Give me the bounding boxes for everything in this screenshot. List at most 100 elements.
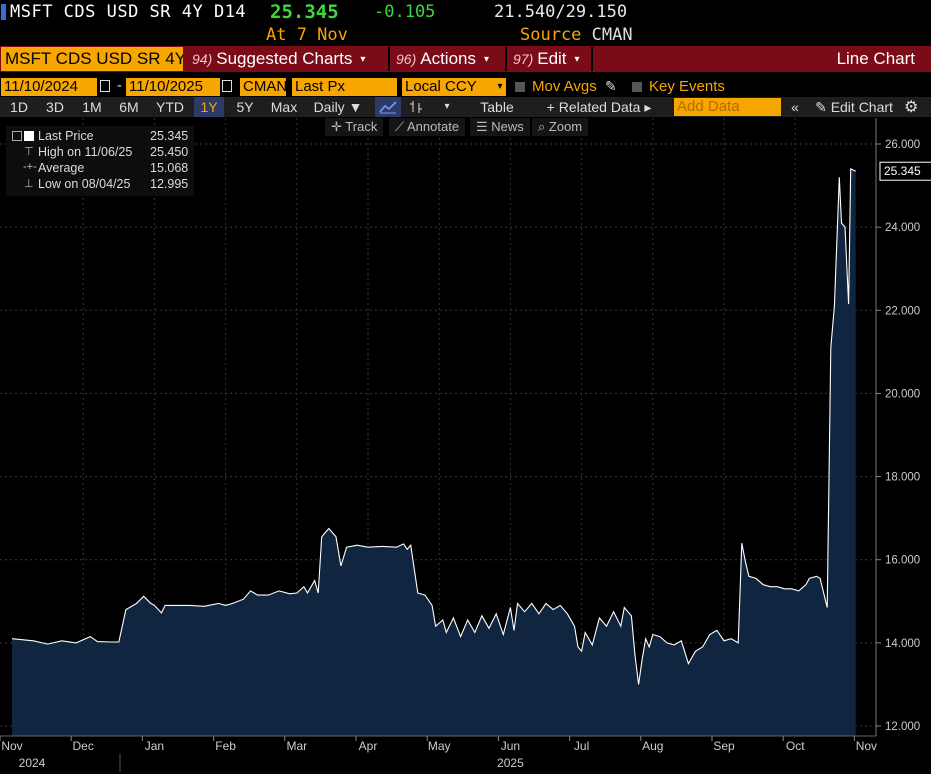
period-1d[interactable]: 1D xyxy=(10,99,28,115)
caret-down-icon: ▾ xyxy=(483,53,490,65)
source-value: CMAN xyxy=(591,25,633,45)
period-ytd[interactable]: YTD xyxy=(156,99,184,115)
annotate-label: Annotate xyxy=(407,119,460,134)
as-of-date: At 7 Nov xyxy=(266,25,348,45)
x-month-label: Jul xyxy=(574,739,589,753)
last-price-swatch[interactable] xyxy=(24,131,34,141)
calendar-icon[interactable] xyxy=(100,80,110,92)
source-field[interactable]: CMAN xyxy=(240,78,286,96)
period-max[interactable]: Max xyxy=(270,99,298,115)
gear-icon[interactable]: ⚙ xyxy=(904,99,919,116)
line-chart-icon[interactable] xyxy=(375,97,401,117)
legend-high-label: High on 11/06/25 xyxy=(38,145,133,159)
period-3d[interactable]: 3D xyxy=(46,99,64,115)
chart-type-title: Line Chart xyxy=(836,49,915,68)
period-1m[interactable]: 1M xyxy=(82,99,102,115)
actions-number: 96) xyxy=(396,51,417,67)
ohlc-bars-icon[interactable] xyxy=(405,97,427,117)
x-year-label: 2025 xyxy=(497,756,524,770)
table-button[interactable]: Table xyxy=(480,99,514,115)
calendar-icon[interactable] xyxy=(222,80,232,92)
period-6m[interactable]: 6M xyxy=(119,99,139,115)
x-month-label: Aug xyxy=(642,739,663,753)
currency-selector[interactable]: Local CCY xyxy=(402,78,494,96)
x-month-label: Oct xyxy=(786,739,805,753)
x-month-label: Jan xyxy=(145,739,164,753)
legend-high-value: 25.450 xyxy=(150,145,189,159)
x-month-label: Jun xyxy=(501,739,520,753)
key-events-checkbox[interactable] xyxy=(632,82,642,92)
mov-avgs-label: Mov Avgs xyxy=(532,78,597,95)
low-marker-icon: ⊥ xyxy=(24,178,34,190)
x-month-label: Nov xyxy=(1,739,22,753)
period-5y[interactable]: 5Y xyxy=(236,99,254,115)
zoom-label: Zoom xyxy=(548,119,583,134)
price-field-selector[interactable]: Last Px xyxy=(292,78,397,96)
high-marker-icon: ⊤ xyxy=(24,146,34,158)
zoom-icon: ⌕ xyxy=(538,119,546,134)
suggested-charts-label: Suggested Charts xyxy=(216,49,353,68)
x-month-label: Apr xyxy=(359,739,378,753)
edit-chart-label: Edit Chart xyxy=(830,99,893,115)
legend-low-label: Low on 08/04/25 xyxy=(38,177,131,191)
news-icon: ☰ xyxy=(476,119,488,134)
zoom-tool[interactable]: ⌕ Zoom xyxy=(532,118,589,136)
annotate-tool[interactable]: ⟋ Annotate xyxy=(389,118,466,136)
x-month-label: May xyxy=(428,739,451,753)
news-tool[interactable]: ☰ News xyxy=(470,118,530,136)
caret-down-icon: ▾ xyxy=(574,53,580,65)
ticker-title: MSFT CDS USD SR 4Y D14 xyxy=(10,2,247,22)
chart-style-dropdown-icon[interactable]: ▾ xyxy=(444,101,450,112)
caret-down-icon: ▾ xyxy=(360,53,366,65)
news-label: News xyxy=(491,119,524,134)
last-price: 25.345 xyxy=(270,1,339,23)
pencil-icon[interactable]: ✎ xyxy=(605,78,617,94)
frequency-dropdown[interactable]: Daily ▼ xyxy=(313,99,363,115)
average-marker-icon: -+- xyxy=(23,161,37,173)
collapse-icon[interactable]: « xyxy=(791,99,799,115)
edit-chart-pencil-icon: ✎ xyxy=(815,99,827,115)
y-tick-label: 20.000 xyxy=(885,388,920,400)
last-value-label: 25.345 xyxy=(884,164,921,178)
legend-last-price-label: Last Price xyxy=(38,129,94,143)
start-date-field[interactable]: 11/10/2024 xyxy=(1,78,97,96)
y-tick-label: 26.000 xyxy=(885,139,920,151)
add-data-input[interactable]: Add Data xyxy=(674,98,781,116)
chart-legend xyxy=(6,126,194,196)
annotate-icon: ⟋ xyxy=(395,119,405,134)
y-tick-label: 14.000 xyxy=(885,638,920,650)
x-month-label: Sep xyxy=(713,739,735,753)
legend-collapse-icon[interactable] xyxy=(12,131,22,141)
suggested-charts-number: 94) xyxy=(192,51,213,67)
last-value-tag xyxy=(879,161,931,181)
edit-chart-button[interactable]: ✎ Edit Chart xyxy=(808,97,900,117)
legend-last-price-value: 25.345 xyxy=(150,129,189,143)
menu-divider xyxy=(388,47,390,71)
track-tool[interactable]: ✛ Track xyxy=(325,118,384,136)
suggested-charts-button[interactable]: 94) Suggested Charts ▾ xyxy=(192,47,365,71)
actions-label: Actions xyxy=(420,49,476,68)
track-label: Track xyxy=(345,119,378,134)
menu-divider xyxy=(591,47,593,71)
x-month-label: Mar xyxy=(286,739,307,753)
x-month-label: Feb xyxy=(215,739,236,753)
source-label: Source xyxy=(520,25,582,45)
y-tick-label: 24.000 xyxy=(885,222,920,234)
related-data-button[interactable]: + Related Data ▸ xyxy=(546,99,652,115)
price-chart[interactable]: 26.000 24.000 22.000 20.000 18.000 16.000 14.0… xyxy=(0,118,931,774)
mov-avgs-checkbox[interactable] xyxy=(515,82,525,92)
x-axis-band xyxy=(0,736,931,774)
security-field[interactable]: MSFT CDS USD SR 4Y D14 xyxy=(1,47,183,71)
actions-button[interactable]: 96) Actions ▾ xyxy=(396,47,489,71)
x-month-label: Nov xyxy=(856,739,877,753)
legend-average-label: Average xyxy=(38,161,85,175)
currency-dropdown-icon[interactable]: ▾ xyxy=(494,78,506,96)
y-tick-label: 16.000 xyxy=(885,555,920,567)
edit-button[interactable]: 97) Edit ▾ xyxy=(513,47,580,71)
period-1y[interactable]: 1Y xyxy=(194,97,224,117)
key-events-label: Key Events xyxy=(649,78,725,95)
y-tick-label: 18.000 xyxy=(885,472,920,484)
date-separator: - xyxy=(117,77,122,94)
y-tick-label: 22.000 xyxy=(885,305,920,317)
end-date-field[interactable]: 11/10/2025 xyxy=(126,78,220,96)
